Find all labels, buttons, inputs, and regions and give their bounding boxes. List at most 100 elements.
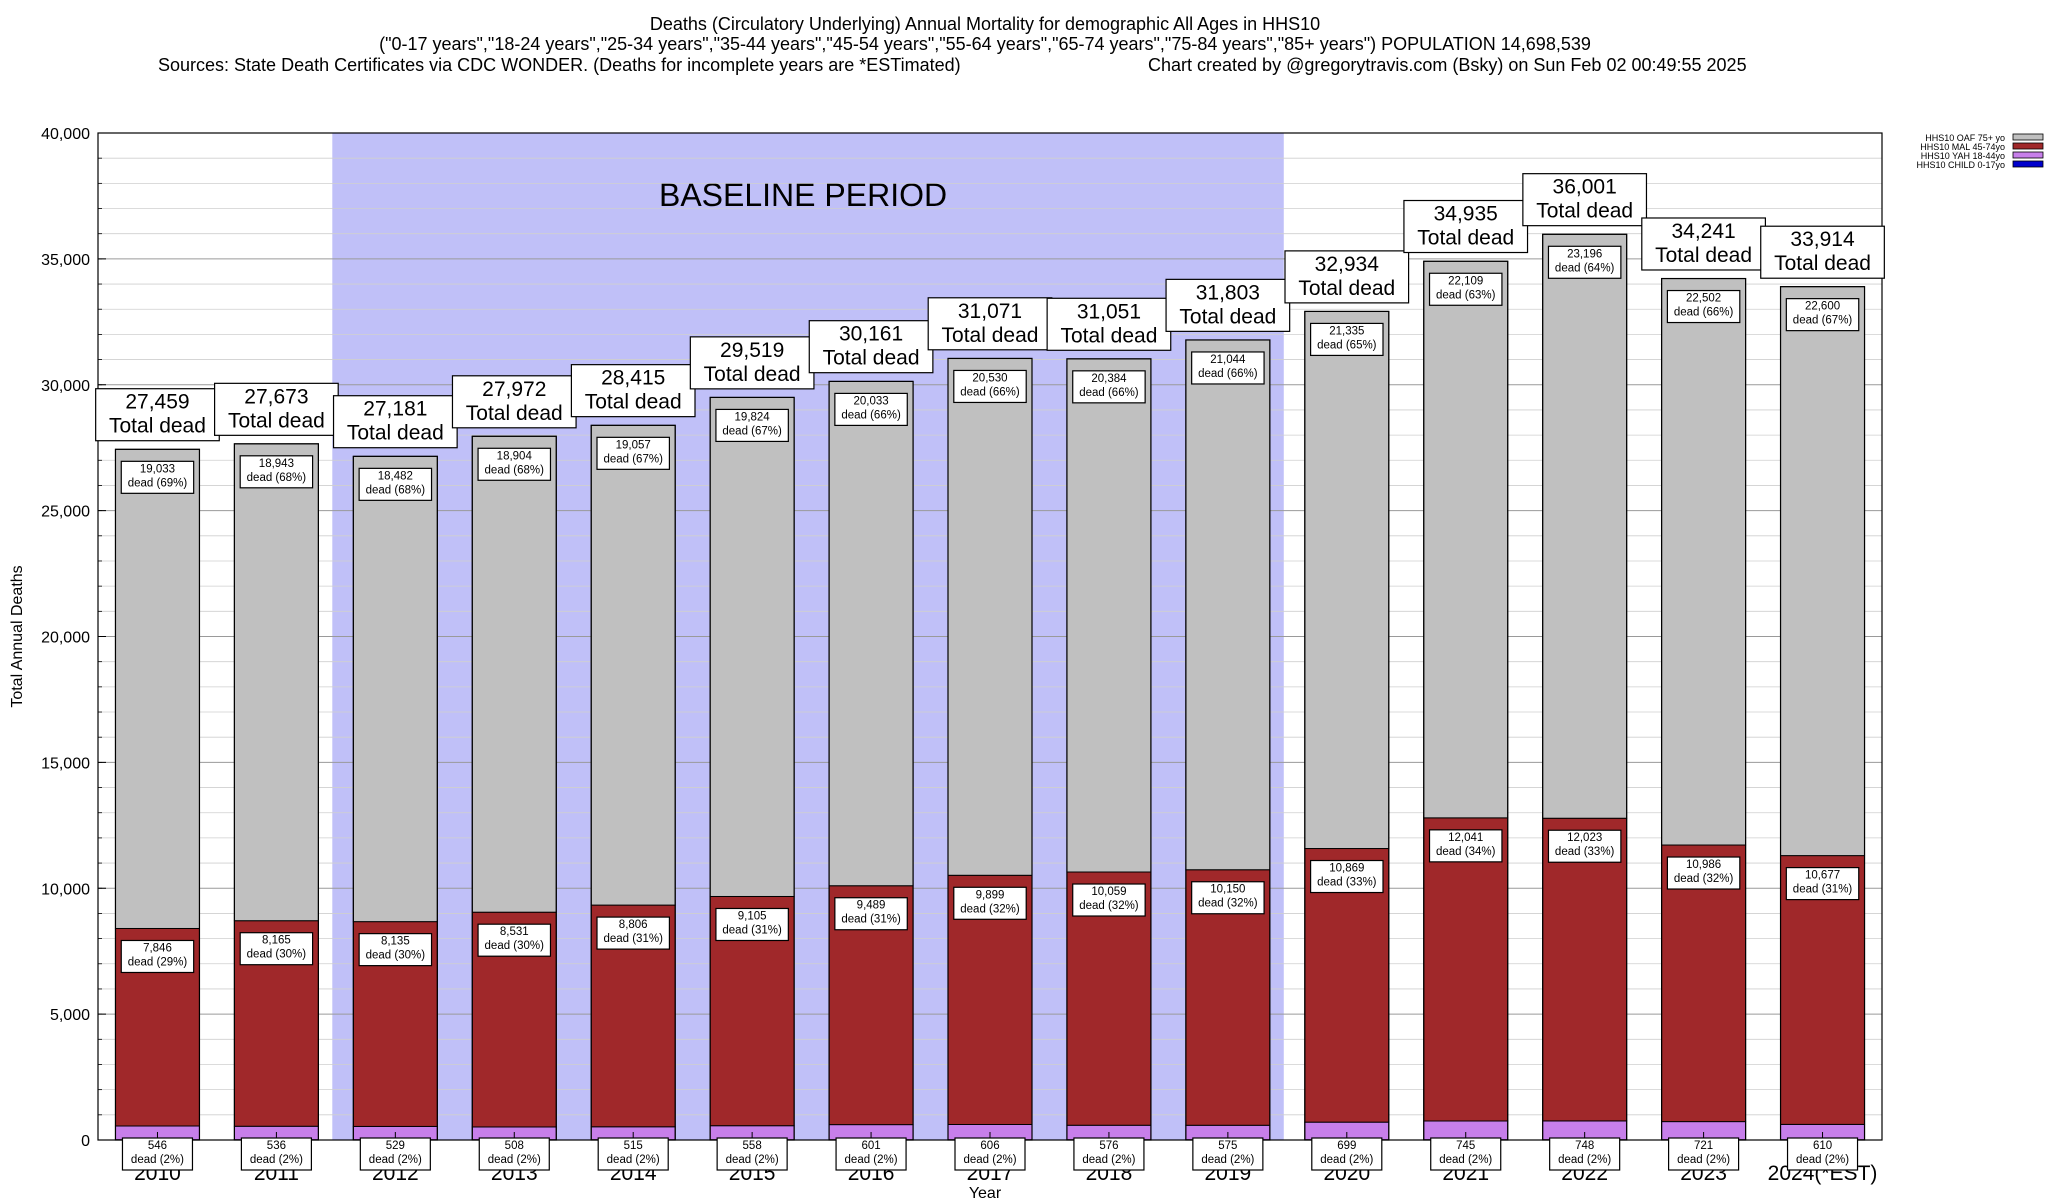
segment-label-text: dead (31%) bbox=[722, 924, 782, 936]
segment-label-frame bbox=[1309, 859, 1384, 894]
total-label-text: Total dead bbox=[1179, 305, 1276, 328]
total-label-frame bbox=[570, 364, 696, 418]
segment-label-text: 18,904 bbox=[497, 450, 533, 462]
legend-label: HHS10 MAL 45-74yo bbox=[1920, 142, 2005, 152]
segment-label-text: dead (31%) bbox=[841, 914, 901, 926]
segment-label-text: dead (2%) bbox=[726, 1154, 779, 1166]
segment-label-text: 18,482 bbox=[378, 470, 413, 482]
total-label-frame bbox=[1522, 173, 1648, 227]
segment-label: 9,489 dead (31%) bbox=[834, 897, 908, 931]
bar-segment bbox=[1304, 848, 1390, 1123]
segment-label-text: dead (67%) bbox=[603, 453, 663, 465]
bar-segment bbox=[1423, 817, 1509, 1122]
total-label-frame bbox=[1403, 199, 1529, 254]
segment-label-text: 576 bbox=[1099, 1140, 1118, 1152]
total-label-frame bbox=[1165, 278, 1291, 332]
segment-label-text: 10,986 bbox=[1686, 859, 1721, 871]
segment-label-frame bbox=[1192, 1137, 1264, 1171]
bar-segment bbox=[1542, 233, 1628, 819]
segment-label-text: 699 bbox=[1337, 1140, 1356, 1152]
bar-segment bbox=[709, 396, 795, 897]
segment-label-text: 20,384 bbox=[1091, 373, 1127, 385]
total-label-text: 34,241 bbox=[1671, 220, 1735, 243]
segment-label: 576 dead (2%) bbox=[1073, 1137, 1145, 1171]
segment-label: 18,482 dead (68%) bbox=[358, 467, 433, 501]
total-label-frame bbox=[1284, 250, 1410, 304]
segment-label-text: dead (2%) bbox=[250, 1154, 303, 1166]
bar-segment bbox=[233, 443, 319, 922]
segment-label-frame bbox=[1549, 1137, 1621, 1171]
segment-label-text: dead (63%) bbox=[1436, 289, 1496, 301]
y-tick-label: 0 bbox=[81, 1133, 90, 1150]
total-label-text: 36,001 bbox=[1553, 176, 1617, 199]
segment-label-text: 606 bbox=[980, 1140, 999, 1152]
segment-label: 515 dead (2%) bbox=[597, 1137, 669, 1171]
segment-label-frame bbox=[953, 886, 1027, 920]
segment-label-frame bbox=[1547, 829, 1622, 863]
segment-label-frame bbox=[1311, 1137, 1383, 1171]
bar-segment bbox=[590, 424, 676, 906]
legend-swatch bbox=[2012, 133, 2044, 141]
segment-label-frame bbox=[1309, 322, 1384, 357]
segment-label-frame bbox=[953, 369, 1027, 404]
y-tick-label: 40,000 bbox=[41, 126, 90, 143]
segment-label: 508 dead (2%) bbox=[478, 1137, 550, 1171]
segment-label: 10,677 dead (31%) bbox=[1785, 866, 1860, 901]
segment-label: 12,041 dead (34%) bbox=[1428, 829, 1503, 863]
total-label-text: 33,914 bbox=[1790, 228, 1855, 251]
title-line-4: Chart created by @gregorytravis.com (Bsk… bbox=[1148, 55, 1747, 75]
segment-label-text: dead (2%) bbox=[1796, 1154, 1849, 1166]
segment-label-text: 558 bbox=[743, 1140, 762, 1152]
segment-label: 575 dead (2%) bbox=[1192, 1137, 1264, 1171]
segment-label-text: dead (68%) bbox=[366, 484, 426, 496]
segment-label-text: dead (65%) bbox=[1317, 339, 1377, 351]
total-label-frame bbox=[451, 375, 577, 429]
segment-label-frame bbox=[240, 1137, 312, 1171]
segment-label-frame bbox=[1666, 289, 1741, 324]
segment-label-text: dead (2%) bbox=[1082, 1154, 1135, 1166]
segment-label-text: 721 bbox=[1694, 1140, 1713, 1152]
segment-label-text: 22,600 bbox=[1805, 301, 1840, 313]
y-tick-label: 5,000 bbox=[50, 1007, 90, 1024]
segment-label-frame bbox=[1786, 1137, 1859, 1171]
segment-label-text: dead (31%) bbox=[603, 933, 663, 945]
segment-label: 20,530 dead (66%) bbox=[953, 369, 1027, 404]
segment-label: 21,335 dead (65%) bbox=[1309, 322, 1384, 357]
bar-segment bbox=[471, 435, 557, 913]
segment-label-text: dead (32%) bbox=[1674, 873, 1734, 885]
total-label-text: 31,051 bbox=[1077, 300, 1141, 323]
segment-label: 8,806 dead (31%) bbox=[596, 916, 671, 950]
segment-label-text: 508 bbox=[505, 1140, 524, 1152]
segment-label: 19,057 dead (67%) bbox=[596, 436, 671, 470]
segment-label-frame bbox=[1072, 883, 1146, 917]
segment-label-text: dead (2%) bbox=[1439, 1154, 1492, 1166]
segment-label-text: dead (66%) bbox=[1674, 307, 1734, 319]
segment-label-text: 546 bbox=[148, 1140, 167, 1152]
segment-label-text: 748 bbox=[1575, 1140, 1594, 1152]
segment-label-frame bbox=[834, 392, 908, 427]
segment-label-text: 610 bbox=[1813, 1140, 1832, 1152]
total-label-frame bbox=[332, 395, 458, 449]
total-label-text: 31,803 bbox=[1196, 281, 1260, 304]
y-tick-label: 35,000 bbox=[41, 252, 90, 269]
segment-label: 8,135 dead (30%) bbox=[358, 933, 433, 967]
segment-label: 699 dead (2%) bbox=[1311, 1137, 1383, 1171]
x-axis-label: Year bbox=[969, 1185, 1002, 1200]
segment-label-text: 19,824 bbox=[735, 411, 771, 423]
segment-label-frame bbox=[1667, 1137, 1740, 1171]
segment-label-text: dead (32%) bbox=[1079, 900, 1139, 912]
segment-label-text: 20,530 bbox=[972, 372, 1007, 384]
bar-segment bbox=[1423, 260, 1509, 819]
segment-label-text: 8,165 bbox=[262, 935, 291, 947]
segment-label-text: dead (31%) bbox=[1793, 884, 1853, 896]
segment-label-text: dead (2%) bbox=[131, 1154, 184, 1166]
segment-label-frame bbox=[359, 1137, 431, 1171]
segment-label-frame bbox=[1072, 370, 1146, 404]
segment-label-text: dead (2%) bbox=[1320, 1154, 1373, 1166]
segment-label-text: 10,059 bbox=[1091, 886, 1126, 898]
segment-label-frame bbox=[835, 1137, 907, 1171]
